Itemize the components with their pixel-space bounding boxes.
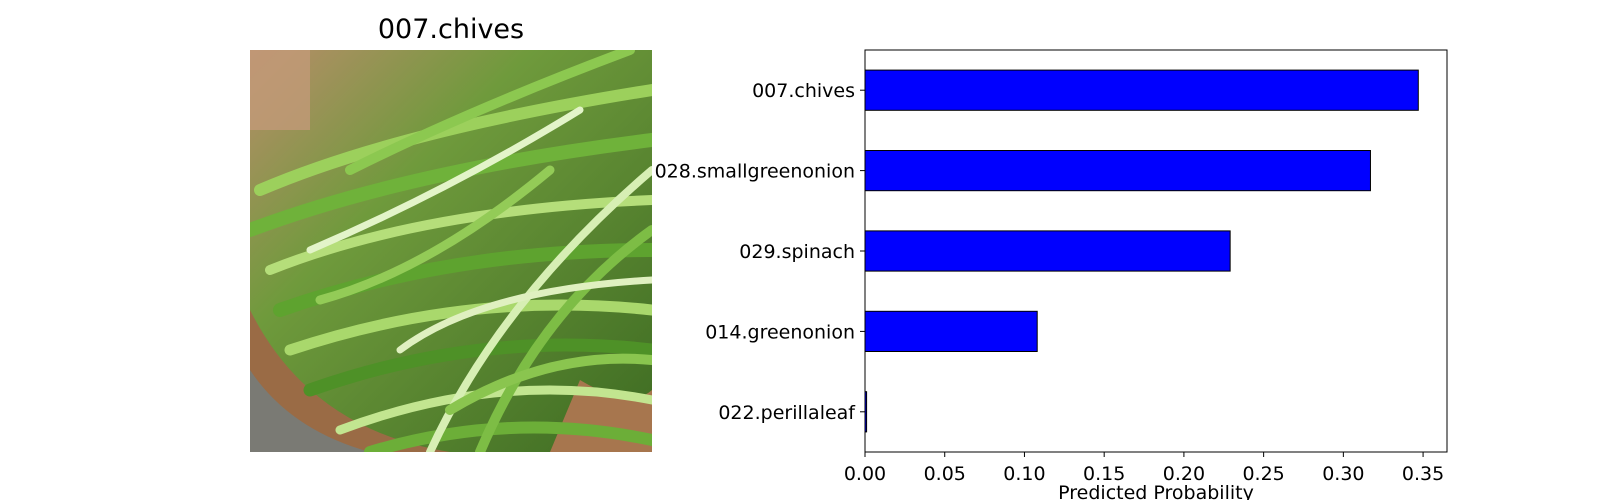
vegetable-photo — [250, 50, 652, 452]
y-tick-label: 028.smallgreenonion — [655, 161, 855, 183]
x-axis-label: Predicted Probability — [1058, 482, 1254, 500]
x-tick-label: 0.35 — [1402, 463, 1444, 485]
y-tick-label: 014.greenonion — [705, 321, 855, 343]
x-tick-label: 0.30 — [1322, 463, 1364, 485]
image-title: 007.chives — [377, 14, 525, 45]
x-tick-label: 0.00 — [844, 463, 886, 485]
y-tick-label: 029.spinach — [739, 241, 855, 263]
chives-photo-illustration — [250, 50, 652, 452]
bar-014.greenonion — [864, 310, 1038, 352]
bar-029.spinach — [864, 230, 1231, 272]
x-tick-label: 0.25 — [1242, 463, 1284, 485]
x-tick-label: 0.20 — [1163, 463, 1205, 485]
bar-028.smallgreenonion — [864, 150, 1371, 192]
bar-007.chives — [864, 69, 1419, 111]
y-tick-label: 007.chives — [752, 80, 855, 102]
plot-frame — [864, 49, 1448, 453]
y-tick-label: 022.perillaleaf — [718, 402, 856, 424]
x-tick-label: 0.05 — [924, 463, 966, 485]
x-tick-label: 0.15 — [1083, 463, 1125, 485]
x-tick-label: 0.10 — [1003, 463, 1045, 485]
